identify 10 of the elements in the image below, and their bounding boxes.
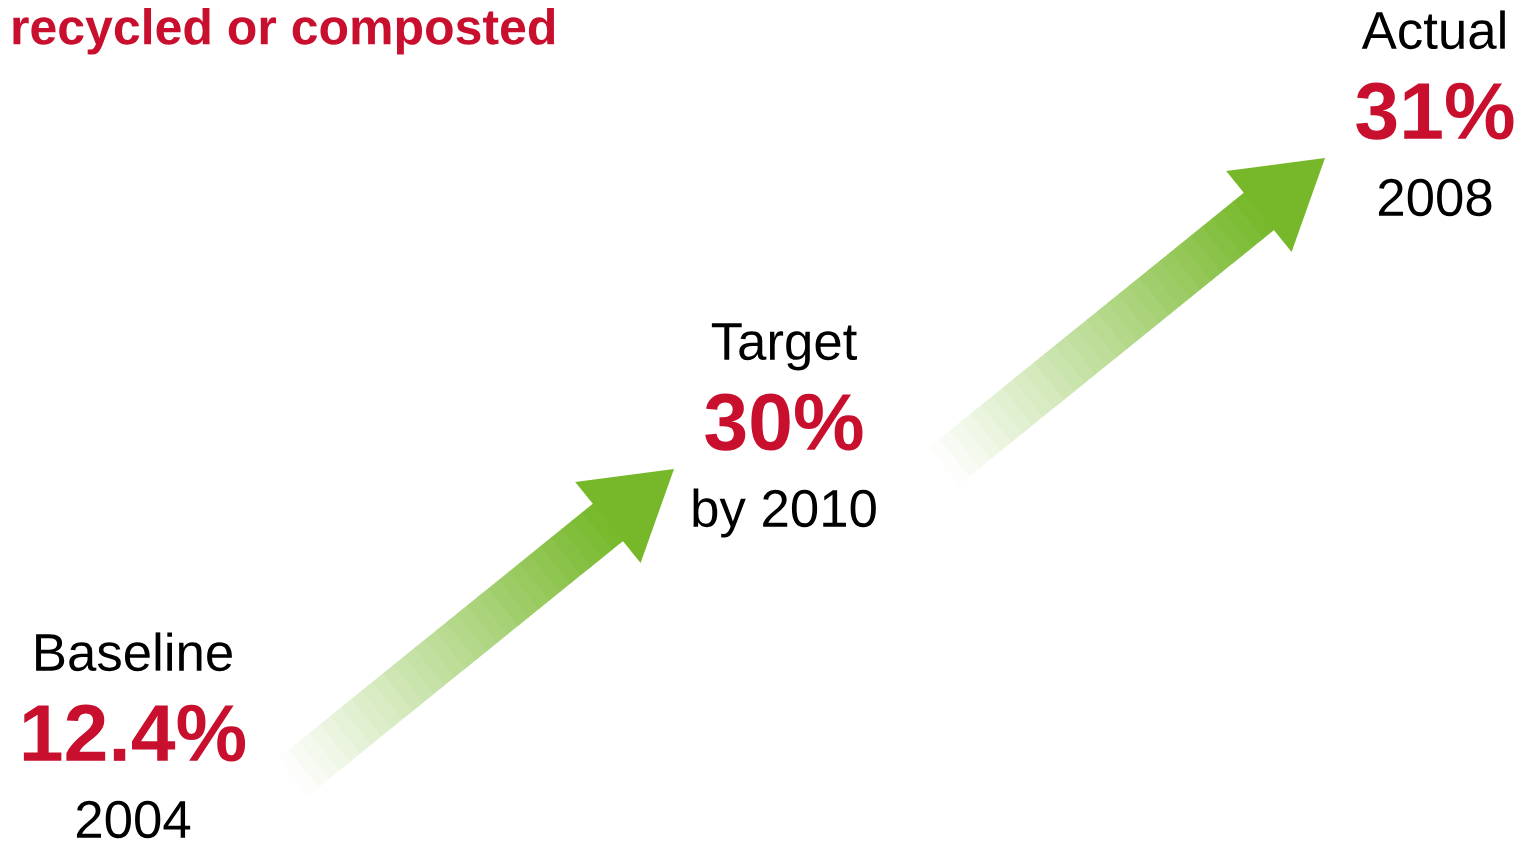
category-label: Actual xyxy=(1361,10,1505,50)
text: 2008 xyxy=(1378,178,1492,217)
text: by 2010 xyxy=(693,488,876,538)
category-label: Target xyxy=(711,323,857,371)
data-label: 31% xyxy=(1356,82,1514,140)
data-label: 12.4% xyxy=(23,704,246,762)
data-label: 30% xyxy=(705,393,863,451)
category-label: Baseline xyxy=(36,632,232,672)
text: recycled or composted xyxy=(13,8,555,55)
text: 2004 xyxy=(76,800,191,839)
